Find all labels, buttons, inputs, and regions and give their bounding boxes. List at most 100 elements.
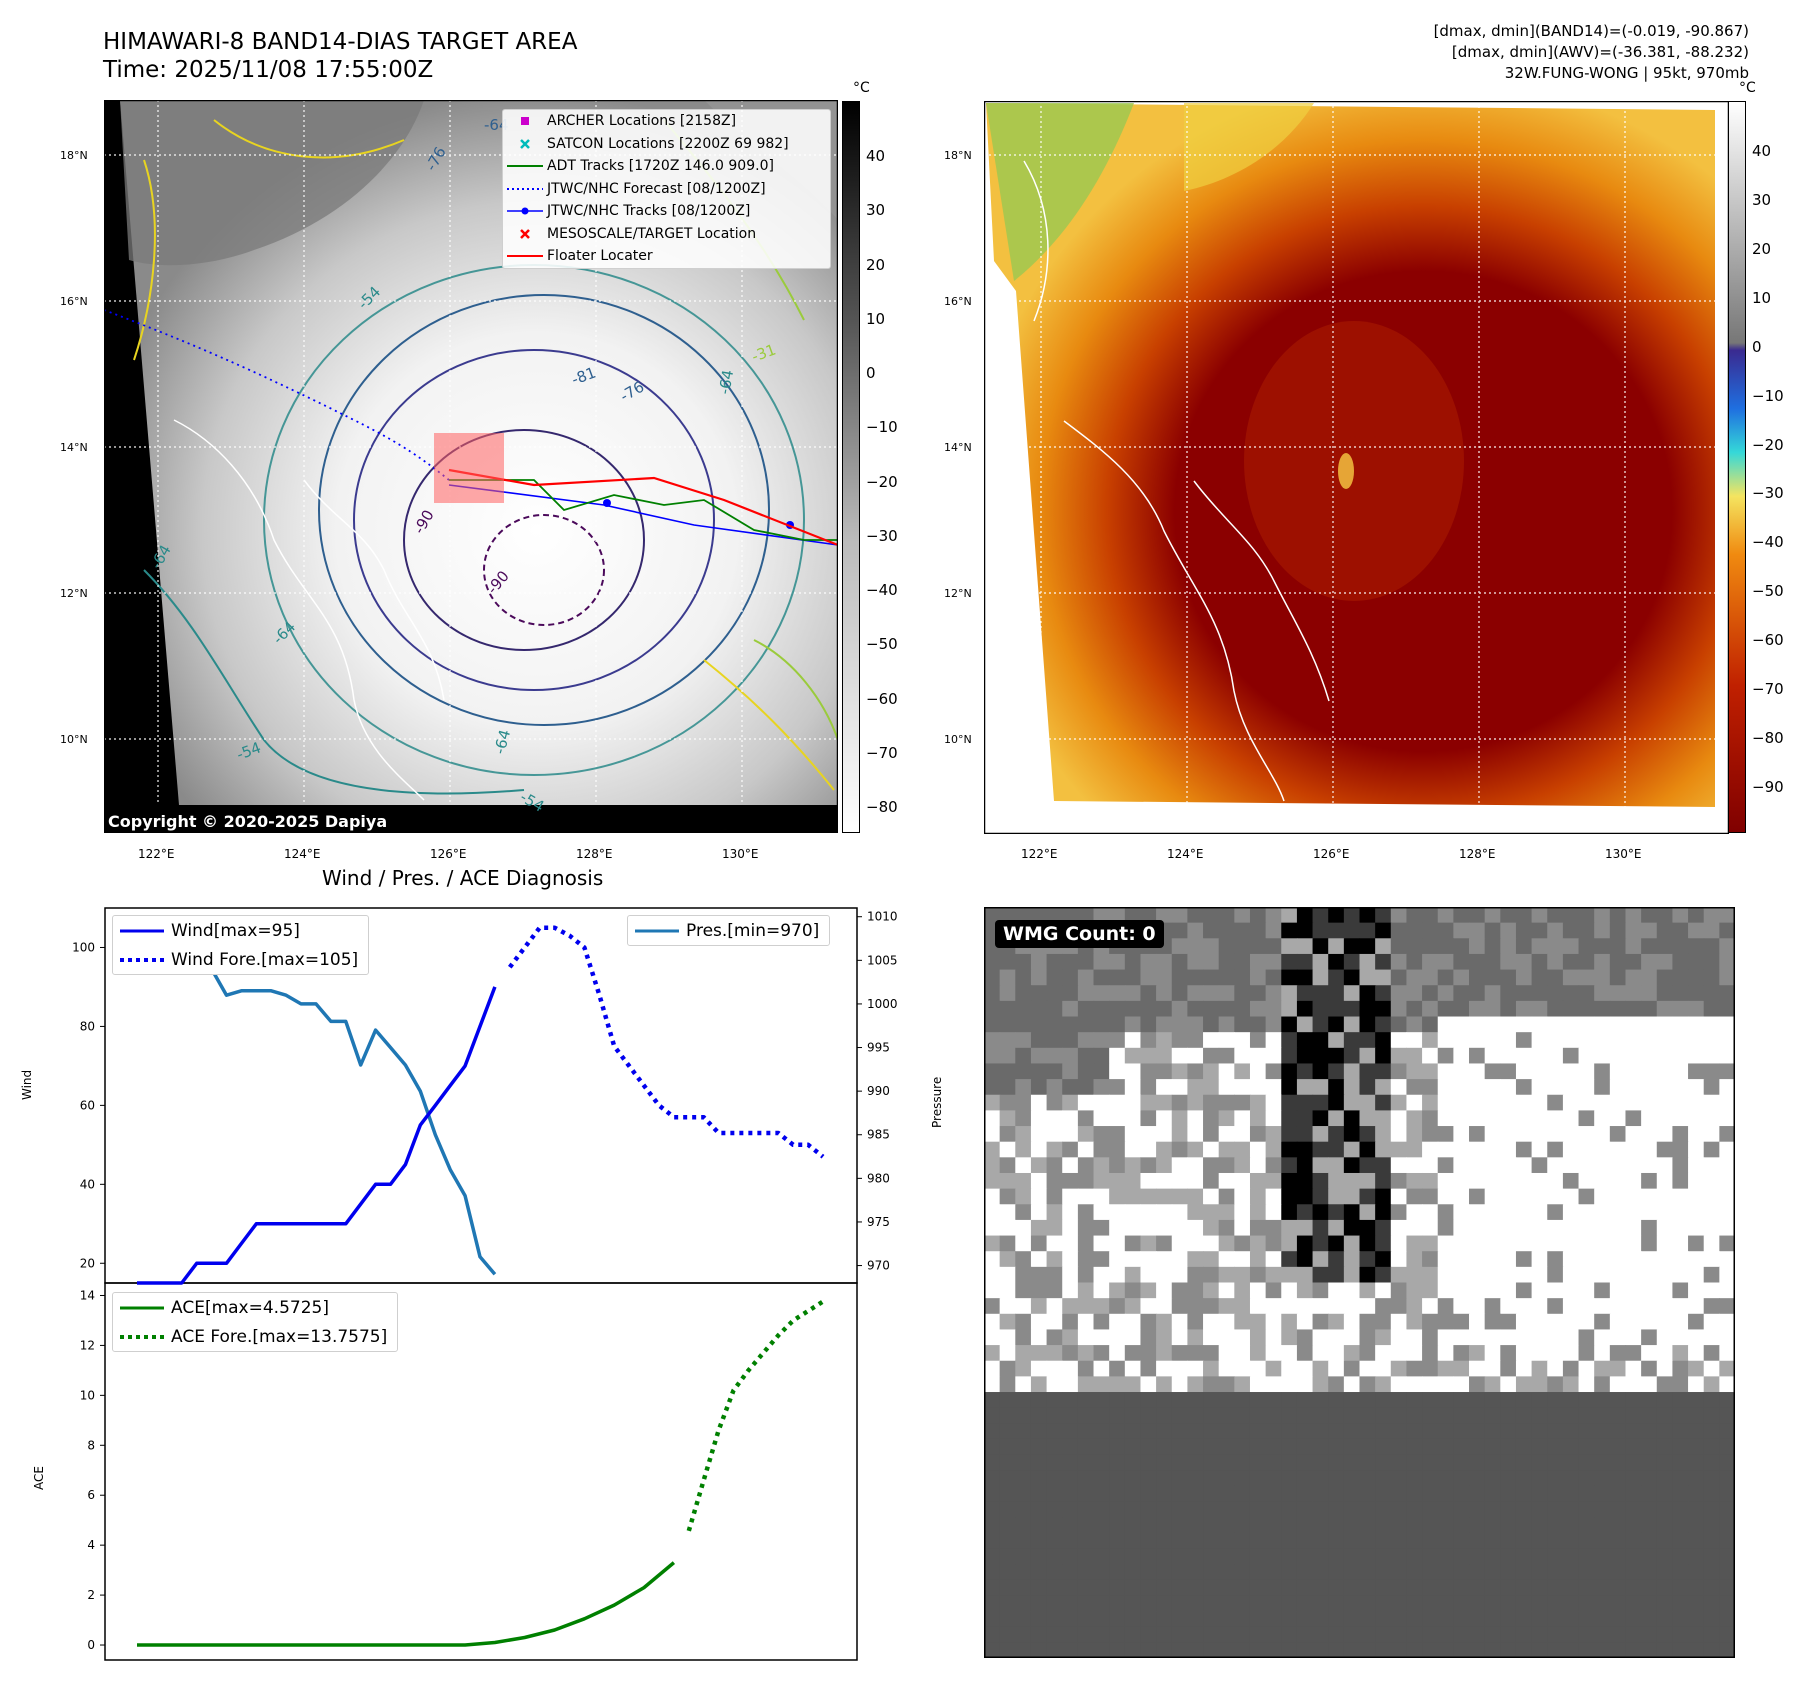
colorbar-tick-label: −50 xyxy=(866,635,898,654)
colorbar-tick-label: −30 xyxy=(1752,484,1784,503)
ace-tick-label: 14 xyxy=(80,1288,95,1302)
info-line3: 32W.FUNG-WONG | 95kt, 970mb xyxy=(1504,64,1749,82)
wind-tick-label: 20 xyxy=(80,1256,95,1270)
lat-tick-label: 12°N xyxy=(944,587,972,600)
wind-tick-label: 100 xyxy=(72,940,95,954)
square-marker-icon xyxy=(521,117,529,126)
info-line1: [dmax, dmin](BAND14)=(-0.019, -90.867) xyxy=(1433,22,1749,40)
legend-adt: ADT Tracks [1720Z 146.0 909.0] xyxy=(503,155,830,178)
colorbar-tick-label: −70 xyxy=(1752,680,1784,699)
colorbar-tick-label: 20 xyxy=(1752,239,1772,258)
wmg-frame xyxy=(984,907,1735,1658)
colorbar-right-unit: °C xyxy=(1739,80,1756,96)
ace-legend: ACE[max=4.5725] ACE Fore.[max=13.7575] xyxy=(112,1292,399,1352)
pressure-tick-label: 995 xyxy=(867,1041,890,1055)
colorbar-tick-label: 30 xyxy=(1752,190,1772,209)
adt-track-line xyxy=(449,479,838,541)
copyright-label: Copyright © 2020-2025 Dapiya xyxy=(104,810,392,833)
legend-wind: Wind[max=95] xyxy=(113,916,368,945)
colorbar-tick-label: 0 xyxy=(866,364,876,382)
lon-tick-label: 126°E xyxy=(430,847,467,861)
lat-tick-label: 18°N xyxy=(60,149,88,162)
ace-tick-label: 0 xyxy=(87,1638,95,1652)
dotted-line-swatch-icon xyxy=(507,187,543,190)
ace-tick-label: 6 xyxy=(87,1488,95,1502)
lon-tick-label: 128°E xyxy=(1459,847,1496,861)
legend-archer: ARCHER Locations [2158Z] xyxy=(503,110,830,133)
contour-label: -64 xyxy=(490,728,514,756)
colorbar-tick-label: 10 xyxy=(1752,288,1772,307)
lon-tick-label: 124°E xyxy=(284,847,321,861)
legend-forecast: JTWC/NHC Forecast [08/1200Z] xyxy=(503,178,830,201)
colorbar-tick-label: −80 xyxy=(1752,729,1784,748)
line-swatch-icon xyxy=(120,929,164,932)
lat-tick-label: 12°N xyxy=(60,587,88,600)
pressure-tick-label: 990 xyxy=(867,1084,890,1098)
lat-tick-label: 16°N xyxy=(944,295,972,308)
line-dot-swatch-icon xyxy=(507,207,543,215)
ace-tick-label: 12 xyxy=(80,1338,95,1352)
pressure-tick-label: 975 xyxy=(867,1215,890,1229)
jtwc-forecast-line xyxy=(104,309,450,481)
legend-ace: ACE[max=4.5725] xyxy=(113,1293,397,1322)
lat-tick-label: 16°N xyxy=(60,295,88,308)
target-area-box xyxy=(434,433,504,503)
colorbar-right xyxy=(1728,101,1746,833)
legend-pressure: Pres.[min=970] xyxy=(628,916,829,945)
legend-floater: Floater Locater xyxy=(503,245,830,268)
ace-tick-label: 8 xyxy=(87,1438,95,1452)
lat-tick-label: 18°N xyxy=(944,149,972,162)
pressure-legend: Pres.[min=970] xyxy=(627,915,831,946)
wind-forecast-series-line xyxy=(508,925,825,1159)
colorbar-tick-label: −20 xyxy=(1752,435,1784,454)
diagnosis-title: Wind / Pres. / ACE Diagnosis xyxy=(322,866,604,890)
legend-tracks: JTWC/NHC Tracks [08/1200Z] xyxy=(503,200,830,223)
colorbar-tick-label: 0 xyxy=(1752,337,1762,356)
ace-tick-label: 10 xyxy=(80,1388,95,1402)
lat-tick-label: 10°N xyxy=(60,733,88,746)
line-swatch-icon xyxy=(507,165,543,168)
wind-tick-label: 60 xyxy=(80,1098,95,1112)
dotted-line-swatch-icon xyxy=(120,1334,164,1339)
figure-title-line1: HIMAWARI-8 BAND14-DIAS TARGET AREA xyxy=(103,29,578,55)
wind-tick-label: 40 xyxy=(80,1177,95,1191)
colorbar-tick-label: −10 xyxy=(1752,386,1784,405)
legend-target: MESOSCALE/TARGET Location xyxy=(503,223,830,246)
colorbar-tick-label: −20 xyxy=(866,472,898,491)
colorbar-tick-label: 40 xyxy=(866,147,886,165)
wind-series-line xyxy=(137,986,497,1285)
colorbar-tick-label: −80 xyxy=(866,798,898,816)
pressure-tick-label: 980 xyxy=(867,1171,890,1185)
figure-title-line2: Time: 2025/11/08 17:55:00Z xyxy=(103,57,434,83)
lon-tick-label: 130°E xyxy=(1605,847,1642,861)
colorbar-tick-label: −40 xyxy=(866,581,898,599)
jtwc-track-line xyxy=(448,484,838,546)
wind-tick-label: 80 xyxy=(80,1019,95,1033)
lon-tick-label: 128°E xyxy=(576,847,613,861)
lon-tick-label: 130°E xyxy=(722,847,759,861)
wmg-count-label: WMG Count: 0 xyxy=(995,920,1164,948)
ace-axis-label: ACE xyxy=(32,1466,46,1490)
pressure-tick-label: 1010 xyxy=(867,910,898,924)
x-marker-icon xyxy=(520,228,530,239)
lat-tick-label: 14°N xyxy=(60,441,88,454)
legend-wind-forecast: Wind Fore.[max=105] xyxy=(113,945,368,974)
lon-tick-label: 122°E xyxy=(1021,847,1058,861)
pressure-tick-label: 985 xyxy=(867,1128,890,1142)
line-swatch-icon xyxy=(507,255,543,258)
colorbar-tick-label: −40 xyxy=(1752,533,1784,552)
colorbar-tick-label: −30 xyxy=(866,526,898,545)
legend-ace-forecast: ACE Fore.[max=13.7575] xyxy=(113,1322,397,1351)
pressure-tick-label: 1005 xyxy=(867,953,898,967)
pressure-axis-label: Pressure xyxy=(930,1076,944,1128)
wmg-pixel-panel xyxy=(984,907,1735,1658)
colorbar-tick-label: −60 xyxy=(1752,631,1784,650)
colorbar-tick-label: −60 xyxy=(866,689,898,708)
pressure-tick-label: 1000 xyxy=(867,997,898,1011)
lon-tick-label: 122°E xyxy=(138,847,175,861)
dotted-line-swatch-icon xyxy=(120,957,164,962)
legend-satcon: SATCON Locations [2200Z 69 982] xyxy=(503,133,830,156)
pressure-tick-label: 970 xyxy=(867,1259,890,1273)
colorbar-tick-label: 30 xyxy=(866,201,886,220)
